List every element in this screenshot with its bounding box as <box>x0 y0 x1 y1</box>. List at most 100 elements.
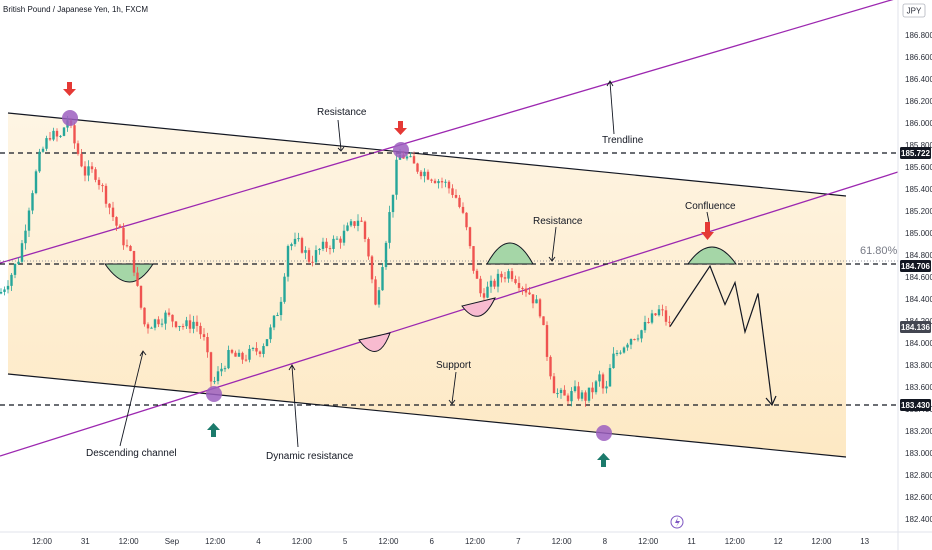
candle-down <box>493 280 496 287</box>
candle-up <box>52 130 55 140</box>
candle-up <box>223 368 227 370</box>
candle-down <box>461 206 465 213</box>
candle-up <box>314 250 318 263</box>
label-confluence: Confluence <box>685 201 736 212</box>
candle-up <box>608 368 612 387</box>
candle-down <box>111 207 115 218</box>
candle-up <box>248 348 251 360</box>
candle-down <box>503 277 507 279</box>
candle-up <box>444 181 447 183</box>
price-tick-label: 184.600 <box>905 273 932 282</box>
label-dynamic-resistance: Dynamic resistance <box>266 451 354 462</box>
candle-down <box>524 288 528 293</box>
price-tick-label: 183.000 <box>905 449 932 458</box>
candle-up <box>272 315 276 328</box>
candle-down <box>454 194 458 198</box>
candle-down <box>307 250 311 262</box>
svg-text:184.136: 184.136 <box>901 323 930 332</box>
candle-down <box>521 287 524 289</box>
candle-up <box>335 238 339 240</box>
candle-down <box>566 395 570 402</box>
candle-down <box>171 314 174 322</box>
candle-up <box>34 171 38 194</box>
price-tick-label: 184.000 <box>905 339 932 348</box>
candle-up <box>24 230 27 244</box>
price-axis[interactable]: 182.400182.600182.800183.000183.200183.4… <box>905 31 932 524</box>
candle-up <box>213 381 216 383</box>
candle-down <box>339 238 342 243</box>
candle-down <box>433 180 437 184</box>
label-resistance-mid: Resistance <box>533 216 583 227</box>
candle-down <box>374 279 377 305</box>
candle-down <box>181 326 185 328</box>
candle-up <box>381 267 384 291</box>
price-tick-label: 185.200 <box>905 207 932 216</box>
label-descending-channel: Descending channel <box>86 448 177 459</box>
candle-down <box>468 227 472 247</box>
candle-down <box>363 221 367 239</box>
candle-down <box>419 171 423 177</box>
currency-box[interactable] <box>902 3 926 18</box>
candle-up <box>587 387 591 401</box>
trendline-upper <box>0 0 894 264</box>
candle-up <box>643 322 647 331</box>
candle-up <box>185 320 188 327</box>
candle-up <box>6 285 10 290</box>
candle-down <box>510 271 514 280</box>
candle-up <box>192 321 195 329</box>
label-resistance-top: Resistance <box>317 107 367 118</box>
time-tick-label: 31 <box>81 537 90 546</box>
svg-text:185.722: 185.722 <box>901 149 930 158</box>
price-tick-label: 183.600 <box>905 383 932 392</box>
arrow-down-icon <box>63 82 76 96</box>
candle-up <box>297 238 300 240</box>
candle-up <box>622 347 626 353</box>
candle-down <box>73 125 76 144</box>
time-tick-label: 5 <box>343 537 348 546</box>
candle-up <box>178 326 181 328</box>
candle-up <box>31 193 34 211</box>
price-tick-label: 186.400 <box>905 75 932 84</box>
resistance-arc-2 <box>486 242 534 265</box>
candle-down <box>647 322 650 324</box>
time-tick-label: 12:00 <box>638 537 659 546</box>
candle-down <box>209 352 213 382</box>
candle-up <box>605 386 608 389</box>
candle-up <box>377 290 381 305</box>
price-tag-low: 183.430 <box>900 399 931 411</box>
arrow-down-icon <box>394 121 407 135</box>
candle-up <box>269 327 272 340</box>
candle-down <box>370 256 374 280</box>
candle-down <box>577 386 580 399</box>
candle-up <box>489 280 493 287</box>
candle-down <box>430 179 433 181</box>
arrow-up-icon <box>597 453 610 467</box>
time-tick-label: 12:00 <box>378 537 399 546</box>
candle-up <box>318 248 321 251</box>
time-tick-label: 8 <box>603 537 608 546</box>
candle-down <box>328 248 332 250</box>
candle-up <box>507 271 510 279</box>
candle-up <box>216 371 220 382</box>
candle-up <box>559 389 563 394</box>
candle-up <box>293 238 297 245</box>
candle-up <box>237 352 241 357</box>
candle-down <box>122 227 125 246</box>
candle-down <box>94 169 97 180</box>
price-tick-label: 184.400 <box>905 295 932 304</box>
candle-down <box>199 325 202 335</box>
lightning-icon[interactable] <box>670 515 684 529</box>
candle-up <box>279 301 283 316</box>
price-tick-label: 186.600 <box>905 53 932 62</box>
time-axis[interactable]: 12:00 31 12:00 Sep 12:00 4 12:00 5 12:00 6 12:00 7 1… <box>32 537 870 546</box>
candle-down <box>234 352 237 357</box>
candle-up <box>321 241 325 249</box>
price-tick-label: 184.800 <box>905 251 932 260</box>
candle-up <box>38 151 41 172</box>
candle-up <box>13 263 17 275</box>
price-tick-label: 185.600 <box>905 163 932 172</box>
candle-down <box>188 320 192 329</box>
candle-down <box>538 299 542 317</box>
price-tick-label: 186.800 <box>905 31 932 40</box>
